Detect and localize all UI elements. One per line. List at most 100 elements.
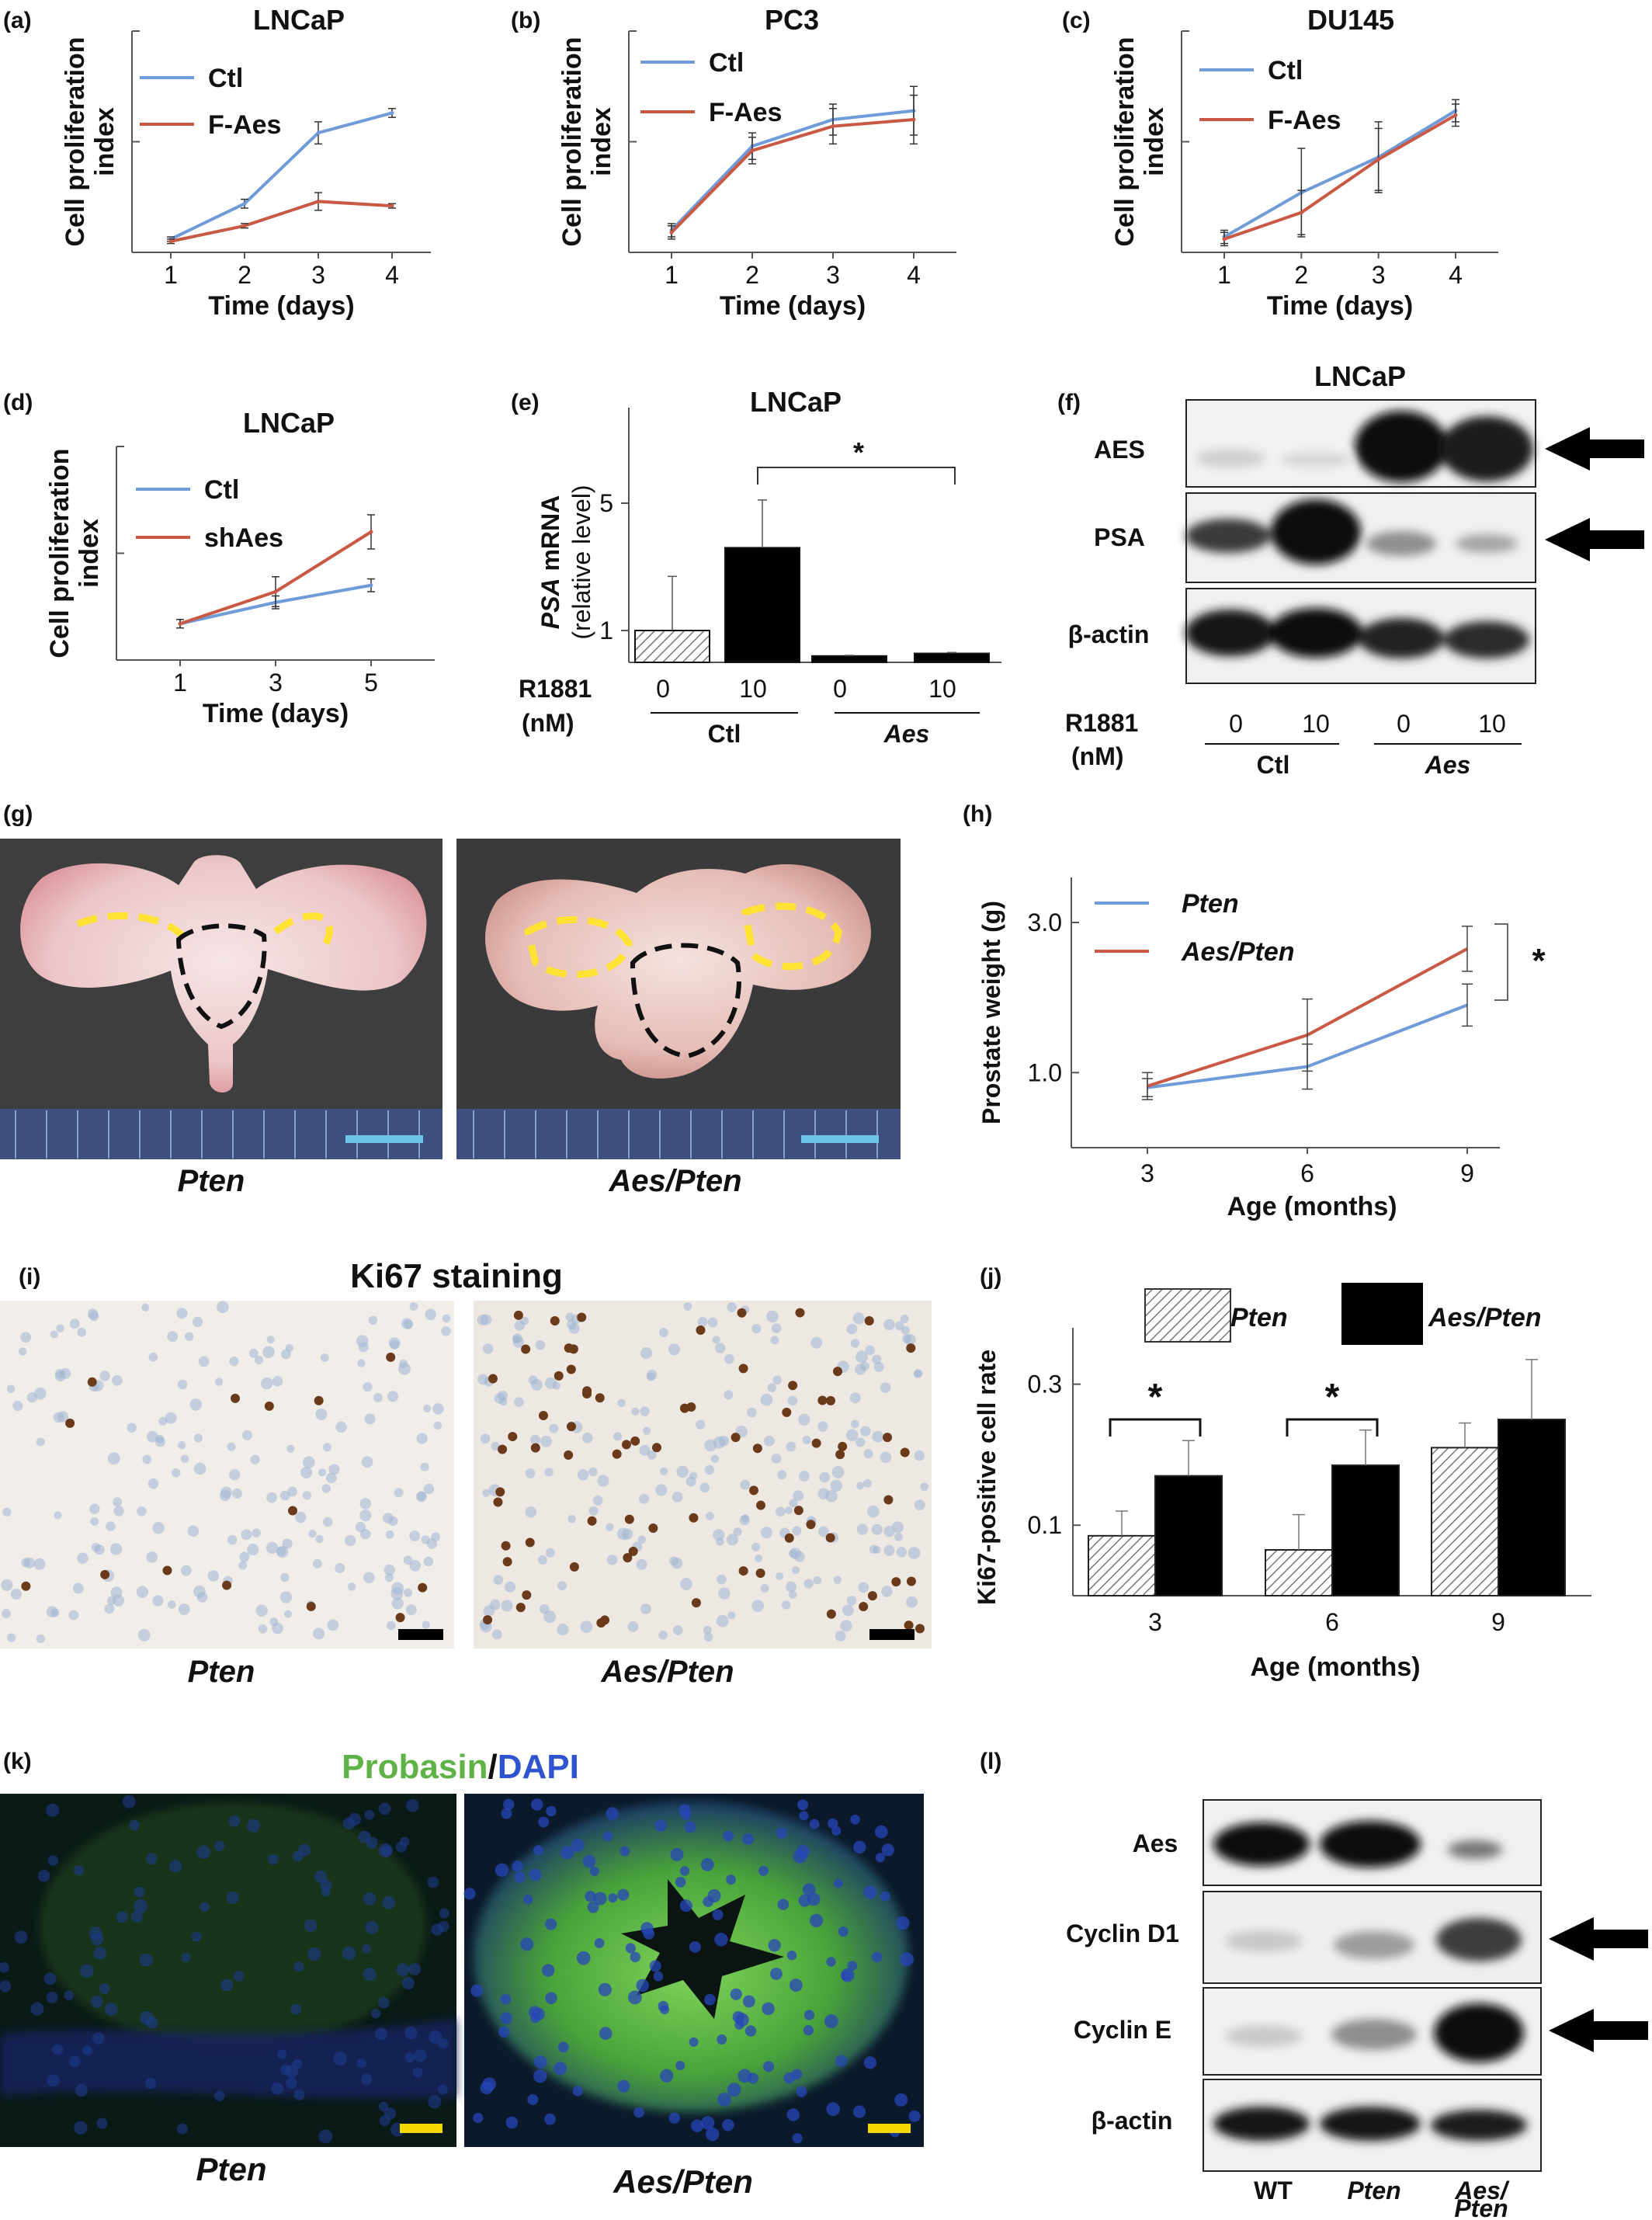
chart-d-point (369, 583, 373, 588)
if-dapi-nucleus (762, 2061, 775, 2072)
ihc-nucleus (501, 1600, 513, 1612)
chart-c-x-tick-label: 4 (1449, 261, 1463, 289)
chart-h-legend-label: Aes/Pten (1181, 937, 1295, 967)
if-dapi-nucleus (181, 1953, 191, 1963)
ihc-nucleus (557, 1623, 569, 1636)
ihc-nucleus (10, 1589, 22, 1600)
ihc-nucleus (12, 1400, 23, 1412)
ihc-nucleus (112, 1375, 123, 1386)
ihc-nucleus (18, 1347, 27, 1356)
if-dapi-nucleus (793, 1849, 807, 1864)
if-dapi-nucleus (365, 1920, 379, 1935)
if-dapi-nucleus (129, 1819, 141, 1831)
panel-letter-c: (c) (1062, 8, 1091, 33)
ihc-nucleus (908, 1547, 921, 1559)
if-k-title-sep: / (488, 1748, 497, 1786)
ihc-nucleus (673, 1625, 683, 1635)
ihc-nucleus (491, 1629, 502, 1640)
if-dapi-nucleus (835, 2055, 848, 2067)
ihc-nucleus (282, 1538, 293, 1549)
ihc-nucleus (136, 1586, 149, 1598)
ihc-nucleus (824, 1489, 838, 1503)
if-dapi-nucleus (658, 2000, 669, 2012)
ihc-nucleus (781, 1600, 791, 1610)
if-dapi-nucleus (404, 2026, 418, 2040)
ihc-nucleus (409, 1302, 418, 1311)
if-dapi-nucleus (64, 1990, 74, 2000)
if-dapi-nucleus (649, 1960, 661, 1972)
ihc-nucleus (544, 1468, 554, 1477)
if-dapi-nucleus (500, 2012, 512, 2024)
ihc-ki67-positive-nucleus (795, 1308, 805, 1318)
if-dapi-nucleus (700, 2116, 715, 2130)
ihc-nucleus (846, 1596, 857, 1606)
ihc-nucleus (883, 1544, 895, 1556)
if-dapi-nucleus (342, 1946, 356, 1961)
ihc-ki67-positive-nucleus (883, 1433, 893, 1443)
chart-h-legend-label: Pten (1182, 889, 1239, 919)
ihc-nucleus (391, 1597, 404, 1610)
chart-j-x-tick-label: 3 (1148, 1608, 1162, 1636)
if-dapi-nucleus (358, 1830, 371, 1843)
if-dapi-nucleus (742, 1995, 755, 2008)
if-dapi-nucleus (826, 2102, 841, 2117)
chart-h-x-axis-label: Age (months) (1227, 1192, 1397, 1221)
ihc-nucleus (724, 1390, 734, 1400)
ihc-nucleus (34, 1387, 47, 1400)
if-dapi-nucleus (742, 1833, 754, 1845)
chart-e-bar-Aes 10 (914, 652, 990, 664)
ihc-nucleus (906, 1596, 918, 1608)
ihc-nucleus (772, 1375, 782, 1385)
band-f-actin-2 (1269, 608, 1362, 658)
chart-e-dose-label: 0 (833, 675, 847, 703)
if-dapi-nucleus (14, 1930, 28, 1944)
ihc-nucleus (668, 1343, 681, 1356)
if-dapi-nucleus (653, 1971, 664, 1982)
ihc-nucleus (359, 1498, 372, 1510)
if-dapi-nucleus (758, 1865, 769, 1876)
band-l-cycline-1 (1225, 2025, 1303, 2047)
ihc-ki67-positive-nucleus (395, 1613, 405, 1623)
ihc-nucleus (258, 1624, 268, 1634)
ihc-ki67-positive-nucleus (826, 1395, 836, 1405)
if-dapi-nucleus (502, 1798, 515, 1811)
ihc-nucleus (707, 1317, 718, 1328)
if-dapi-nucleus (594, 1938, 605, 1948)
ihc-nucleus (914, 1369, 923, 1378)
chart-e-bar-Ctl 10 (724, 547, 800, 664)
ihc-ki67-positive-nucleus (495, 1487, 505, 1497)
ihc-ki67-positive-nucleus (386, 1352, 396, 1362)
ihc-ki67-positive-nucleus (513, 1310, 523, 1320)
if-k-caption-pten: Pten (196, 2151, 266, 2187)
ihc-nucleus (715, 1343, 726, 1353)
ihc-nucleus (152, 1595, 164, 1607)
if-dapi-nucleus (228, 1815, 241, 1827)
ihc-nucleus (658, 1630, 668, 1640)
ihc-ki67-positive-nucleus (483, 1615, 493, 1625)
if-dapi-nucleus (427, 1876, 439, 1888)
ihc-nucleus (287, 1486, 297, 1497)
chart-e-significance-bracket (757, 467, 956, 485)
chart-j-y-axis-label: Ki67-positive cell rate (973, 1350, 1001, 1605)
if-dapi-nucleus (560, 1846, 574, 1860)
ihc-nucleus (710, 1454, 719, 1463)
ruler-ticks-left (15, 1110, 420, 1159)
ihc-nucleus (880, 1382, 891, 1393)
photo-g-ruler-left (0, 1109, 442, 1159)
if-dapi-nucleus (375, 2027, 388, 2041)
if-dapi-nucleus (74, 2121, 88, 2135)
if-dapi-nucleus (717, 2034, 727, 2045)
ihc-nucleus (262, 1346, 275, 1359)
band-l-cycline-2 (1331, 2019, 1417, 2050)
ihc-nucleus (790, 1547, 801, 1559)
ihc-ki67-positive-nucleus (488, 1374, 498, 1384)
blot-f-label-aes: AES (1094, 436, 1145, 464)
blot-l-label-aes: Aes (1133, 1829, 1178, 1857)
blot-f-group-aes: Aes (1425, 751, 1471, 779)
if-dapi-nucleus (122, 1794, 136, 1808)
ihc-nucleus (512, 1333, 522, 1343)
chart-j: 0.1 0.3 Ki67-positive cell rate Age (months… (973, 1283, 1591, 1682)
if-dapi-nucleus (533, 2055, 547, 2069)
chart-c-point (1453, 113, 1458, 117)
